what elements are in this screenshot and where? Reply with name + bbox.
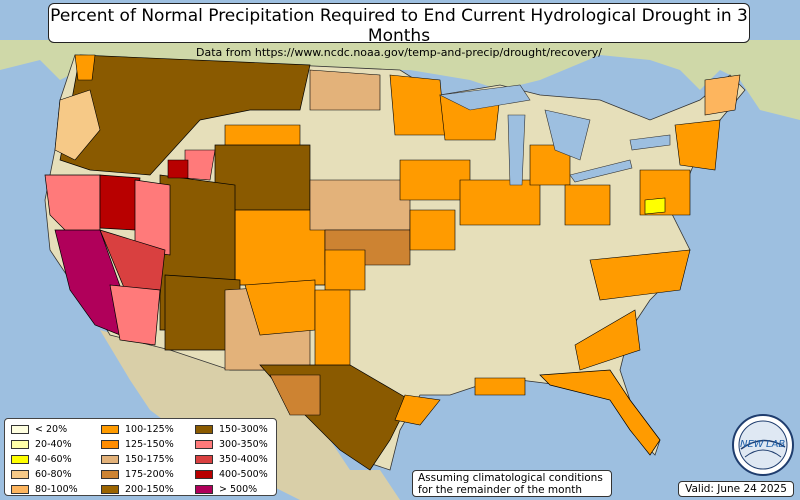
region-sc-ga <box>574 309 641 371</box>
legend-label: 40-60% <box>35 454 72 465</box>
logo-text-left: NEW <box>740 439 765 450</box>
legend-swatch <box>11 470 29 479</box>
legend-item: < 20% <box>11 422 78 437</box>
legend-swatch <box>11 440 29 449</box>
legend-item: > 500% <box>195 482 268 497</box>
legend-label: 100-125% <box>125 424 174 435</box>
legend-label: 150-175% <box>125 454 174 465</box>
legend-swatch <box>101 425 119 434</box>
legend-item: 60-80% <box>11 467 78 482</box>
legend-swatch <box>195 425 213 434</box>
legend-swatch <box>11 485 29 494</box>
region-la <box>474 377 526 396</box>
region-az-pink <box>109 284 161 346</box>
region-nc <box>589 249 691 301</box>
region-wa-coast <box>54 89 101 161</box>
logo-text-right: LAB <box>766 439 785 450</box>
legend-label: 200-150% <box>125 484 174 495</box>
legend-swatch <box>101 440 119 449</box>
legend-swatch <box>195 470 213 479</box>
map-title: Percent of Normal Precipitation Required… <box>50 6 748 46</box>
region-nebraska <box>309 179 411 231</box>
legend-label: 350-400% <box>219 454 268 465</box>
region-md-yellow <box>644 197 666 215</box>
region-nevada-pink <box>134 179 171 256</box>
legend-swatch <box>195 485 213 494</box>
region-wa-pink <box>74 54 96 81</box>
legend-item: 150-300% <box>195 422 268 437</box>
lake-superior <box>438 84 531 111</box>
mexico-land <box>100 330 400 500</box>
legend-column-3: 150-300% 300-350% 350-400% 400-500% > 50… <box>195 422 268 497</box>
region-idaho-red <box>184 149 216 181</box>
region-mo <box>409 209 456 251</box>
lake-huron <box>544 109 591 161</box>
legend-item: 200-150% <box>101 482 174 497</box>
region-florida <box>539 369 661 456</box>
legend-item: 100-125% <box>101 422 174 437</box>
lake-ontario <box>629 134 671 151</box>
region-ohio <box>564 184 611 226</box>
legend-item: 125-150% <box>101 437 174 452</box>
note-line-1: Assuming climatological conditions <box>418 472 603 484</box>
assumption-note: Assuming climatological conditions for t… <box>412 470 612 497</box>
newlab-logo: NEW LAB <box>732 414 794 476</box>
legend-item: 20-40% <box>11 437 78 452</box>
legend-item: 300-350% <box>195 437 268 452</box>
legend-item: 400-500% <box>195 467 268 482</box>
region-oklahoma-orange <box>324 249 366 291</box>
region-nd-sd <box>309 69 381 111</box>
legend-swatch <box>195 440 213 449</box>
legend-label: 80-100% <box>35 484 78 495</box>
legend-label: 400-500% <box>219 469 268 480</box>
region-mn <box>389 74 446 136</box>
legend-label: 175-200% <box>125 469 174 480</box>
legend: < 20% 20-40% 40-60% 60-80% 80-100% 100-1… <box>4 418 277 496</box>
legend-label: 60-80% <box>35 469 72 480</box>
region-gulf-orange <box>394 394 441 426</box>
lake-erie <box>569 159 633 183</box>
legend-label: 300-350% <box>219 439 268 450</box>
legend-item: 40-60% <box>11 452 78 467</box>
region-tx-panhandle <box>314 289 351 371</box>
valid-date-label: Valid: June 24 2025 <box>678 481 794 497</box>
legend-label: 20-40% <box>35 439 72 450</box>
legend-swatch <box>11 425 29 434</box>
region-ne-coast <box>674 119 721 171</box>
legend-swatch <box>195 455 213 464</box>
region-idaho-dark <box>167 159 189 179</box>
legend-swatch <box>101 485 119 494</box>
region-texas-tan <box>269 374 321 416</box>
legend-column-1: < 20% 20-40% 40-60% 60-80% 80-100% <box>11 422 78 497</box>
legend-item: 175-200% <box>101 467 174 482</box>
region-il-in <box>459 179 541 226</box>
legend-swatch <box>101 470 119 479</box>
legend-swatch <box>101 455 119 464</box>
region-se-ca-red <box>99 229 166 296</box>
legend-item: 350-400% <box>195 452 268 467</box>
title-box: Percent of Normal Precipitation Required… <box>48 3 750 59</box>
map-subtitle: Data from https://www.ncdc.noaa.gov/temp… <box>196 46 602 59</box>
legend-label: > 500% <box>219 484 258 495</box>
legend-label: < 20% <box>35 424 68 435</box>
region-nevada-dark <box>99 174 141 231</box>
note-line-2: for the remainder of the month <box>418 484 583 496</box>
legend-label: 150-300% <box>219 424 268 435</box>
lake-michigan <box>507 114 526 186</box>
legend-column-2: 100-125% 125-150% 150-175% 175-200% 200-… <box>101 422 174 497</box>
region-maine <box>704 74 741 116</box>
region-iowa <box>399 159 471 201</box>
legend-item: 80-100% <box>11 482 78 497</box>
legend-label: 125-150% <box>125 439 174 450</box>
legend-item: 150-175% <box>101 452 174 467</box>
legend-swatch <box>11 455 29 464</box>
